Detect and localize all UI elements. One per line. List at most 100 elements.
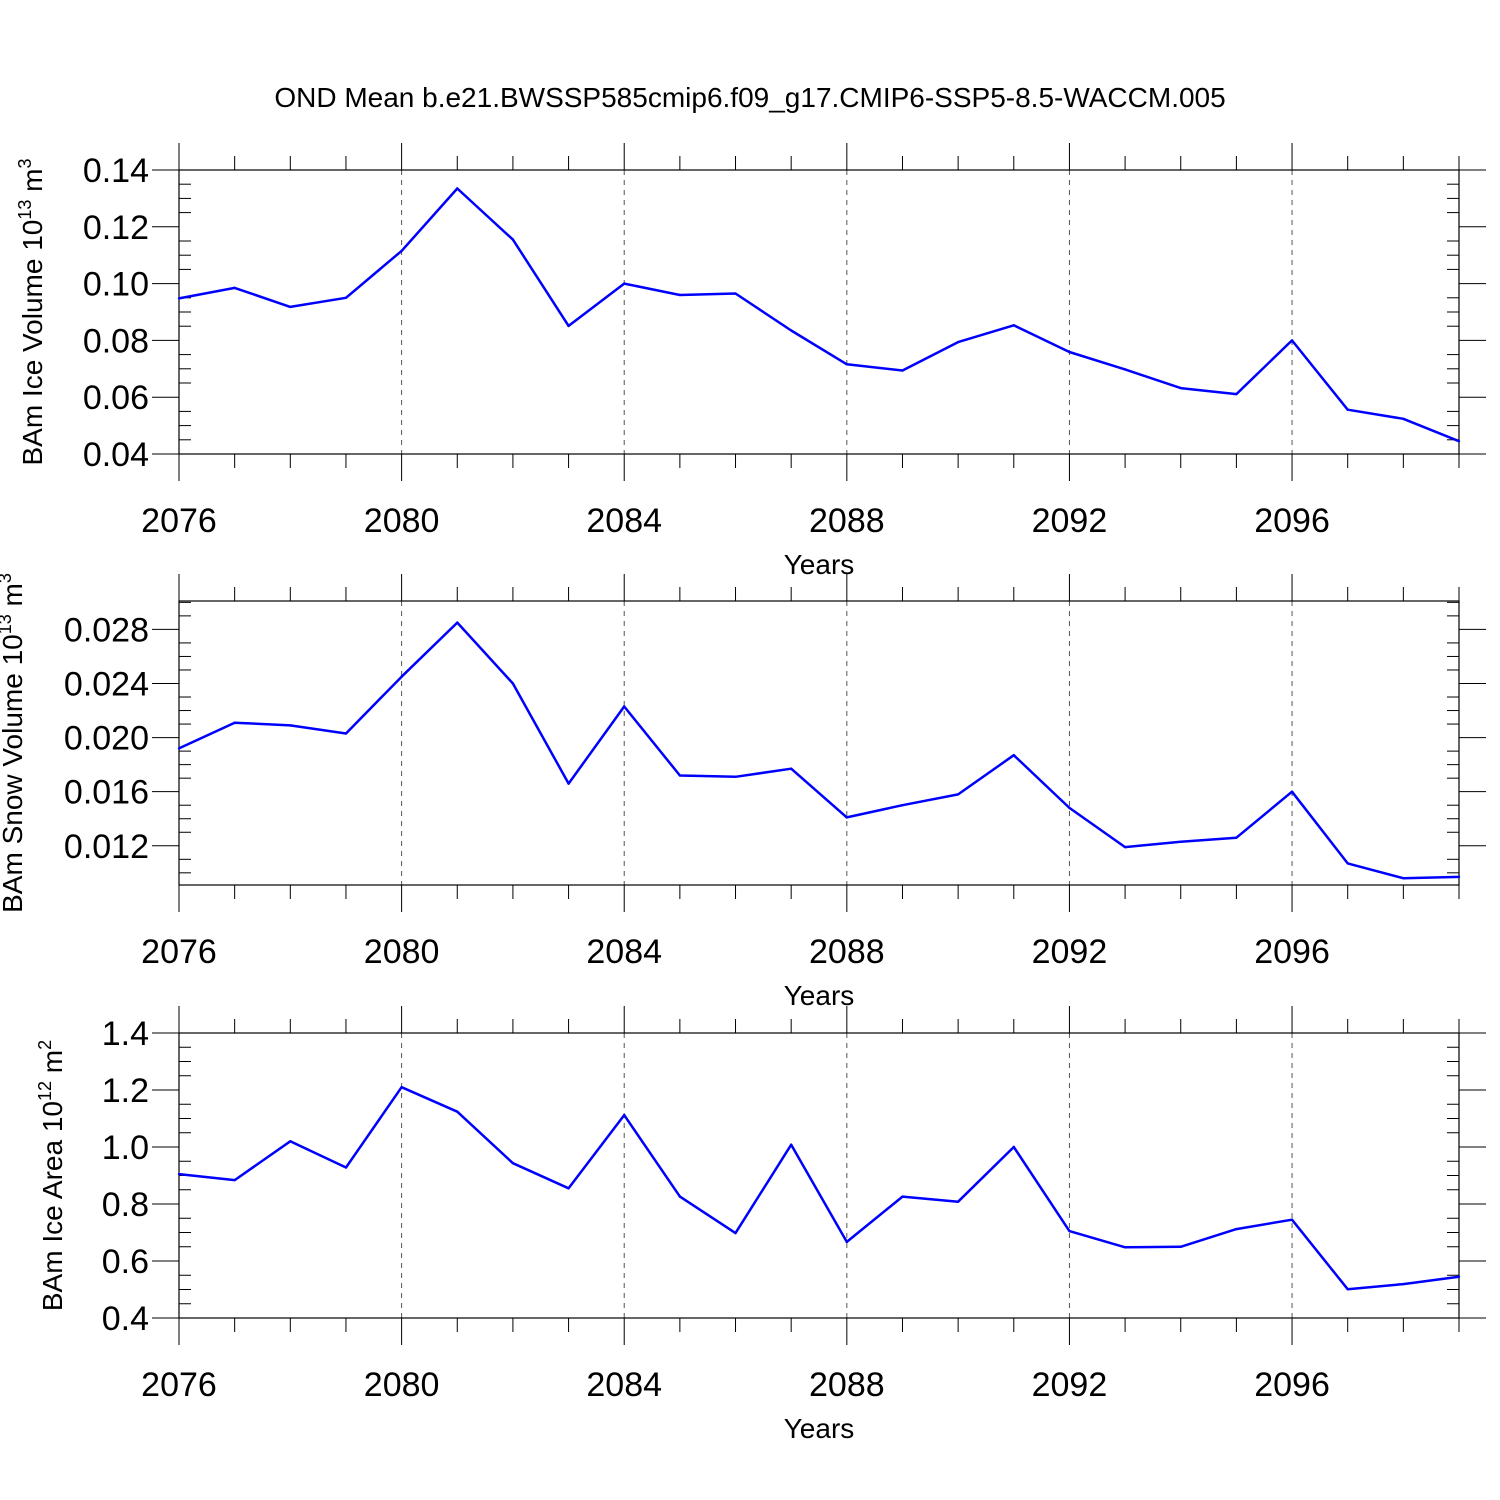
chart-panel-3: 0.4 0.6 0.8 1.0 1.2 1.4 2076 2080 2084 2088 2092 20… — [35, 1006, 1486, 1444]
data-point — [734, 775, 737, 779]
data-point — [1012, 324, 1015, 327]
x-axis-label: Years — [784, 549, 855, 580]
y-axis-label-part: BAm Ice Volume 10 — [17, 220, 48, 466]
data-point — [789, 329, 793, 332]
chart-panels: 0.04 0.06 0.08 0.10 0.12 0.14 2076 2080 2084 2088… — [0, 143, 1486, 1444]
x-tick-label: 2076 — [141, 933, 217, 971]
data-point — [567, 782, 570, 785]
data-point — [400, 1085, 403, 1089]
data-point — [1290, 1218, 1294, 1221]
data-point — [289, 724, 292, 727]
x-tick-label: 2096 — [1254, 933, 1330, 971]
y-tick-label: 0.12 — [83, 209, 149, 247]
data-point — [344, 732, 348, 735]
data-point — [1068, 1229, 1071, 1233]
data-point — [1457, 440, 1461, 443]
y-tick-label: 0.6 — [102, 1243, 149, 1281]
figure-title: OND Mean b.e21.BWSSP585cmip6.f09_g17.CMI… — [274, 82, 1225, 113]
data-point — [845, 816, 849, 819]
plot-frame — [178, 600, 1460, 886]
y-tick-label: 0.028 — [64, 611, 149, 649]
data-point — [177, 1172, 181, 1176]
data-point — [623, 1113, 626, 1117]
data-point — [734, 1231, 737, 1235]
data-point — [1012, 1145, 1015, 1149]
y-axis-label: BAm Snow Volume 1013 m3 — [0, 573, 28, 913]
data-point — [177, 747, 181, 750]
data-point — [789, 767, 793, 770]
data-point — [1402, 417, 1405, 420]
y-tick-label: 0.8 — [102, 1186, 149, 1224]
data-point — [1346, 408, 1349, 411]
y-axis-label-part: m — [0, 583, 28, 614]
x-tick-label: 2084 — [586, 933, 662, 971]
series-line — [178, 1085, 1460, 1291]
y-tick-label: 0.08 — [83, 322, 149, 360]
data-point — [177, 297, 181, 300]
data-point — [845, 363, 849, 366]
data-point — [1402, 877, 1405, 880]
x-tick-label: 2084 — [586, 1366, 662, 1404]
data-point — [233, 286, 236, 290]
data-point — [1179, 840, 1182, 843]
data-point — [567, 324, 570, 328]
data-point — [1346, 862, 1349, 865]
data-point — [1457, 875, 1461, 879]
x-tick-label: 2076 — [141, 1366, 217, 1404]
data-point — [845, 1240, 849, 1244]
series-line — [178, 187, 1460, 443]
data-point — [1290, 339, 1294, 342]
x-tick-label: 2096 — [1254, 1366, 1330, 1404]
y-axis-label-superscript: 3 — [0, 573, 15, 583]
data-point — [511, 682, 515, 685]
x-tick-label: 2096 — [1254, 502, 1330, 540]
data-point — [623, 705, 626, 708]
data-point — [1179, 1245, 1182, 1248]
data-point — [400, 249, 403, 253]
data-point — [1290, 790, 1294, 793]
data-point — [1012, 753, 1015, 757]
data-point — [233, 721, 236, 724]
y-axis-label-superscript: 12 — [35, 1081, 55, 1101]
data-point — [678, 1195, 682, 1198]
x-tick-label: 2088 — [809, 1366, 885, 1404]
data-point — [1402, 1282, 1405, 1286]
data-point — [789, 1143, 793, 1146]
x-tick-label: 2080 — [364, 1366, 440, 1404]
data-point — [1068, 350, 1071, 354]
y-tick-label: 0.012 — [64, 828, 149, 866]
series-line — [178, 621, 1460, 880]
data-point — [1123, 368, 1127, 371]
data-point — [623, 282, 626, 285]
y-axis-label-part: m — [37, 1050, 68, 1081]
data-point — [1235, 1227, 1238, 1231]
x-tick-label: 2084 — [586, 502, 662, 540]
y-axis-label: BAm Ice Volume 1013 m3 — [15, 158, 48, 465]
data-point — [400, 675, 403, 678]
x-tick-label: 2092 — [1032, 933, 1108, 971]
data-point — [956, 793, 960, 796]
y-tick-label: 0.14 — [83, 152, 149, 190]
y-tick-label: 0.020 — [64, 720, 149, 758]
data-point — [344, 296, 348, 299]
data-point — [1068, 806, 1071, 810]
data-point — [1179, 386, 1182, 390]
y-axis-label-part: m — [17, 168, 48, 199]
data-point — [1123, 845, 1127, 849]
data-point — [289, 1140, 292, 1143]
data-point — [456, 187, 459, 190]
chart-panel-2: 0.012 0.016 0.020 0.024 0.028 2076 2080 2084 208… — [0, 573, 1486, 1011]
x-tick-label: 2088 — [809, 933, 885, 971]
data-point — [1235, 836, 1238, 839]
y-tick-label: 0.016 — [64, 774, 149, 812]
y-axis-label-superscript: 2 — [35, 1040, 55, 1050]
x-tick-label: 2092 — [1032, 1366, 1108, 1404]
data-point — [734, 292, 737, 295]
x-tick-label: 2092 — [1032, 502, 1108, 540]
y-tick-label: 1.2 — [102, 1072, 149, 1110]
data-point — [456, 1110, 459, 1113]
data-point — [289, 305, 292, 309]
y-tick-label: 0.024 — [64, 665, 149, 703]
